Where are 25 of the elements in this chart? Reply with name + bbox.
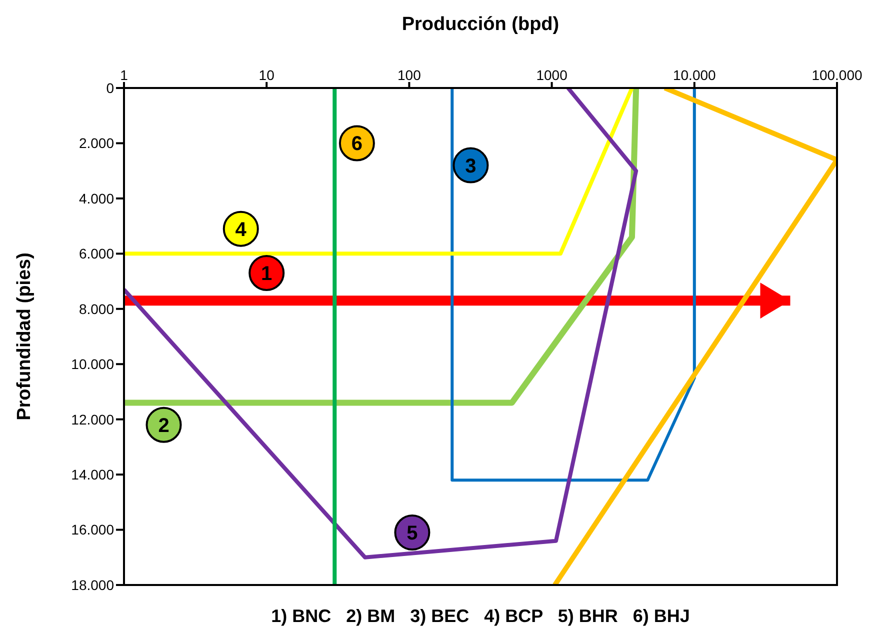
x-tick-label: 10 — [258, 67, 275, 83]
series-label: 4 — [235, 218, 248, 241]
y-tick-label: 4.000 — [78, 190, 114, 206]
y-tick-label: 8.000 — [78, 300, 114, 317]
y-axis-title: Profundidad (pies) — [14, 252, 35, 420]
y-tick-label: 12.000 — [71, 411, 114, 428]
series-label: 1 — [261, 262, 272, 285]
y-tick-label: 16.000 — [71, 522, 114, 538]
y-tick-label: 10.000 — [71, 356, 114, 372]
series-label: 3 — [465, 155, 476, 178]
text: 6 — [351, 133, 362, 156]
x-tick-label: 1 — [120, 67, 128, 83]
text: 1) BNC 2) BM 3) BEC 4) BCP 5) BHR 6) BHJ — [271, 606, 690, 626]
y-tick-label: 6.000 — [78, 246, 114, 262]
y-tick-label: 0 — [106, 80, 114, 96]
x-tick-label: 1000 — [536, 67, 568, 83]
chart-title: Producción (bpd) — [402, 14, 560, 35]
y-tick-label: 14.000 — [71, 466, 114, 483]
series-label: 2 — [158, 414, 170, 437]
y-tick-label: 18.000 — [71, 576, 114, 593]
y-tick-label: 2.000 — [78, 135, 114, 152]
x-tick-label: 10.000 — [672, 67, 716, 83]
series-label: 5 — [406, 522, 418, 545]
x-tick-label: 100 — [398, 67, 422, 83]
x-tick-label: 100.000 — [812, 67, 863, 83]
